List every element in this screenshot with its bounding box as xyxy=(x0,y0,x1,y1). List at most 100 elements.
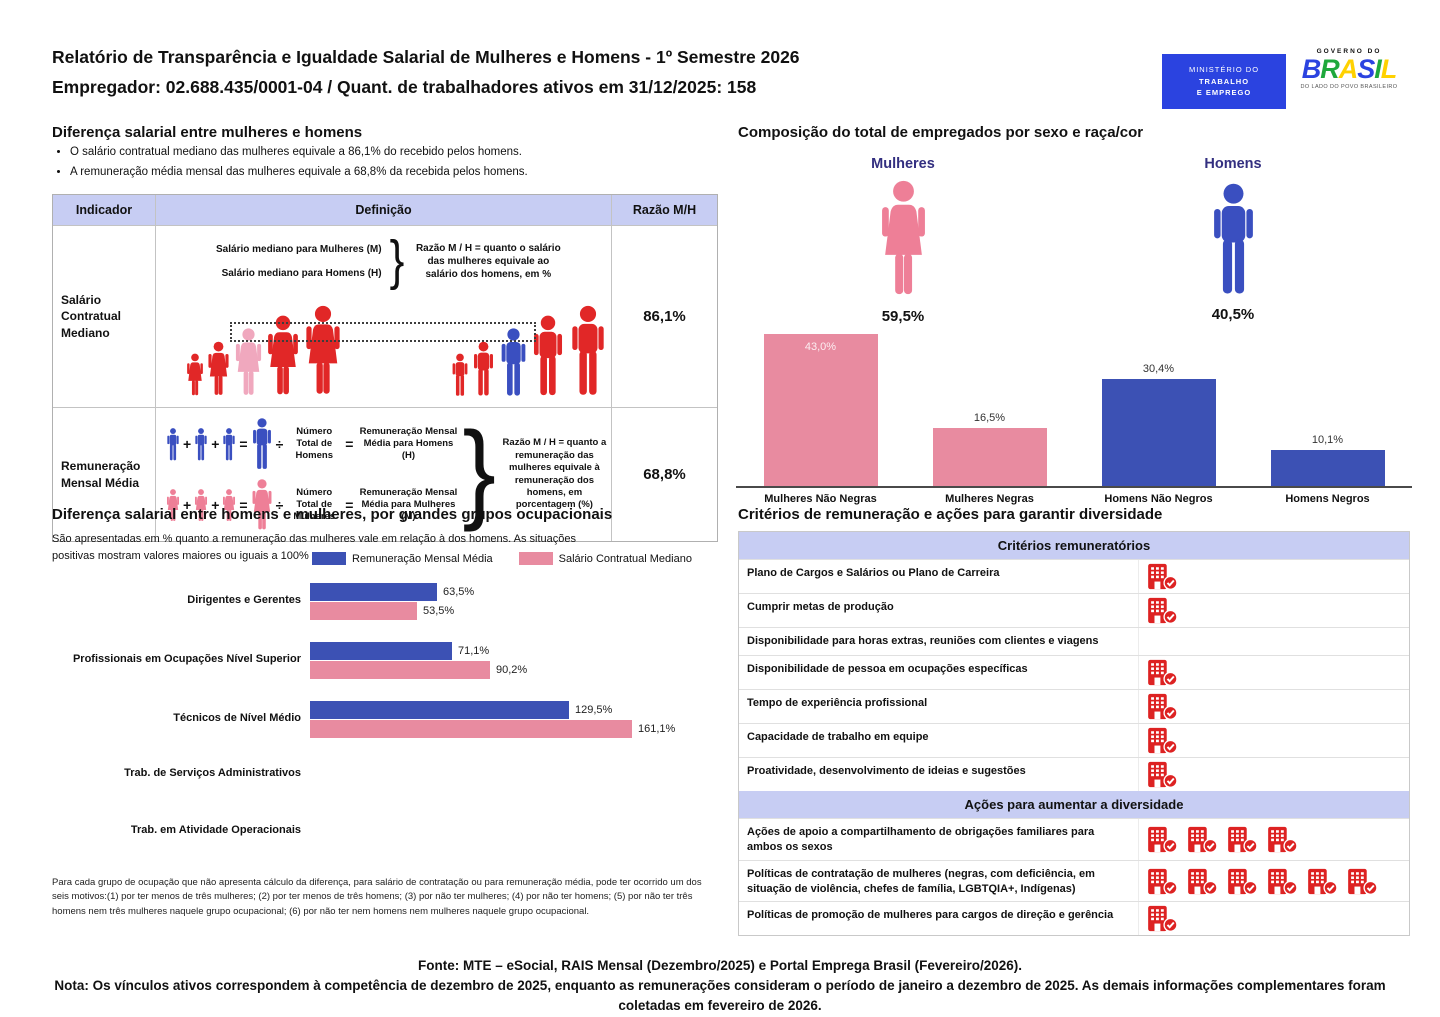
criteria-row-icons xyxy=(1139,628,1409,655)
men-average-formula: + + = ÷ Número Total de Homens = Remuner… xyxy=(166,418,460,470)
brasil-letter: R xyxy=(1320,54,1339,84)
building-check-icon xyxy=(1347,867,1378,895)
median-definition-cell: Salário mediano para Mulheres (M) Salári… xyxy=(155,226,611,407)
bar-value-label: 10,1% xyxy=(1311,434,1344,446)
man-icon xyxy=(533,315,563,396)
legend-item: Salário Contratual Mediano xyxy=(518,552,692,565)
criteria-row-label: Políticas de contratação de mulheres (ne… xyxy=(739,860,1139,902)
bar: 43,0% xyxy=(763,334,878,486)
bar-row: 71,1% xyxy=(310,641,702,660)
criteria-row: Tempo de experiência profissional xyxy=(739,689,1409,723)
men-result-label: Remuneração Mensal Média para Homens (H) xyxy=(359,426,458,461)
legend-swatch xyxy=(312,552,346,565)
criteria-row-label: Políticas de promoção de mulheres para c… xyxy=(739,902,1139,936)
men-divisor-label: Número Total de Homens xyxy=(295,426,333,461)
occupation-footnote: Para cada grupo de ocupação que não apre… xyxy=(52,877,702,917)
composition-x-labels: Mulheres Não Negras Mulheres Negras Homens… xyxy=(736,493,1412,505)
divide-sign: ÷ xyxy=(275,436,284,452)
building-check-icon xyxy=(1267,825,1298,853)
brace-glyph: } xyxy=(462,408,496,533)
building-check-icon xyxy=(1147,563,1178,590)
bar-value-label: 63,5% xyxy=(443,585,475,598)
brasil-slogan: DO LADO DO POVO BRASILEIRO xyxy=(1300,84,1398,91)
occupation-chart-title: Diferença salarial entre homens e mulher… xyxy=(52,506,613,523)
building-check-icon xyxy=(1147,761,1178,788)
bar xyxy=(310,660,490,679)
criteria-row-icons xyxy=(1139,861,1409,902)
occupation-chart-subtitle: São apresentadas em % quanto a remuneraç… xyxy=(52,533,577,563)
divide-sign: ÷ xyxy=(275,497,284,513)
criteria-row-icons xyxy=(1139,758,1409,791)
criteria-row: Disponibilidade para horas extras, reuni… xyxy=(739,627,1409,655)
women-total-block: Mulheres 59,5% xyxy=(818,156,988,325)
average-ratio-value: 68,8% xyxy=(611,408,717,541)
plus-sign: + xyxy=(183,497,192,513)
bar xyxy=(1101,379,1216,486)
plus-sign: + xyxy=(211,497,220,513)
bar-column: 43,0% xyxy=(745,334,897,486)
median-men-line: Salário mediano para Homens (H) xyxy=(221,267,382,279)
legend-label: Salário Contratual Mediano xyxy=(558,552,692,565)
woman-icon-large xyxy=(881,180,925,295)
men-label: Homens xyxy=(1204,156,1262,172)
table-row-average-pay: Remuneração Mensal Média + + = ÷ xyxy=(53,407,717,541)
criteria-row: Disponibilidade de pessoa em ocupações e… xyxy=(739,655,1409,689)
criteria-row-label: Proatividade, desenvolvimento de ideias … xyxy=(739,758,1139,791)
criteria-row-label: Ações de apoio a compartilhamento de obr… xyxy=(739,819,1139,860)
bar-row: 129,5% xyxy=(310,700,702,719)
occupation-bar-chart: Dirigentes e Gerentes 63,5% 53,5% Profissio… xyxy=(52,582,702,873)
man-icon-large xyxy=(251,418,273,470)
table-row-median-salary: Salário Contratual Mediano Salário media… xyxy=(53,225,717,407)
occupation-group: Técnicos de Nível Médio 129,5% 161,1% xyxy=(52,700,702,738)
bar-value-label: 16,5% xyxy=(973,412,1006,424)
criteria-row-icons xyxy=(1139,656,1409,689)
report-footer: Fonte: MTE – eSocial, RAIS Mensal (Dezem… xyxy=(0,958,1440,1015)
bar-row: 161,1% xyxy=(310,719,702,738)
brasil-letter: I xyxy=(1374,54,1381,84)
report-title: Relatório de Transparência e Igualdade S… xyxy=(52,47,800,67)
col-definicao: Definição xyxy=(155,195,611,225)
building-check-icon xyxy=(1187,825,1218,853)
criteria-row-icons xyxy=(1139,594,1409,627)
median-ratio-note: Razão M / H = quanto o salário das mulhe… xyxy=(415,242,561,280)
occupation-category-label: Trab. de Serviços Administrativos xyxy=(124,767,301,780)
bar-column: 16,5% xyxy=(914,412,1066,486)
bar xyxy=(310,700,569,719)
average-ratio-note: Razão M / H = quanto a remuneração das m… xyxy=(502,437,607,511)
bar-row: 90,2% xyxy=(310,660,702,679)
brasil-letter: L xyxy=(1380,54,1397,84)
bar xyxy=(310,641,452,660)
man-icon xyxy=(166,428,180,461)
equals-sign: = xyxy=(345,497,354,513)
criteria-table: Critérios remuneratórios Plano de Cargos … xyxy=(738,531,1410,937)
bullet-median-salary: O salário contratual mediano das mulhere… xyxy=(70,146,676,158)
criteria-row: Proatividade, desenvolvimento de ideias … xyxy=(739,757,1409,791)
equals-sign: = xyxy=(239,497,248,513)
brasil-wordmark: BRASIL xyxy=(1292,55,1406,83)
median-definition-text: Salário mediano para Mulheres (M) Salári… xyxy=(216,230,564,291)
composition-bar-chart: 43,0% 16,5% 30,4% 10,1% Mulheres Não Negras… xyxy=(736,330,1412,505)
woman-icon xyxy=(208,341,229,395)
building-check-icon xyxy=(1147,867,1178,895)
building-check-icon xyxy=(1227,825,1258,853)
criteria-row-icons xyxy=(1139,690,1409,723)
ministerio-trabalho-logo: MINISTÉRIO DO TRABALHO E EMPREGO xyxy=(1162,54,1286,109)
criteria-row: Políticas de promoção de mulheres para c… xyxy=(739,901,1409,936)
bar-category-label: Homens Não Negros xyxy=(1104,493,1213,505)
women-result-label: Remuneração Mensal Média para Mulheres (… xyxy=(359,487,458,522)
occupation-group-bars: 63,5% 53,5% xyxy=(310,582,702,620)
bar xyxy=(1270,450,1385,486)
occupation-group: Profissionais em Ocupações Nível Superio… xyxy=(52,641,702,679)
women-label: Mulheres xyxy=(871,156,935,172)
indicator-table: Indicador Definição Razão M/H Salário Co… xyxy=(52,194,718,542)
criteria-row: Ações de apoio a compartilhamento de obr… xyxy=(739,818,1409,860)
mte-logo-line2: TRABALHO xyxy=(1198,76,1250,86)
occupation-legend: Remuneração Mensal Média Salário Contratu… xyxy=(312,552,692,565)
bullet-average-pay: A remuneração média mensal das mulheres … xyxy=(70,166,676,178)
bar xyxy=(932,428,1047,486)
criteria-row-icons xyxy=(1139,902,1409,935)
building-check-icon xyxy=(1147,659,1178,686)
building-check-icon xyxy=(1147,905,1178,933)
criteria-row: Plano de Cargos e Salários ou Plano de C… xyxy=(739,559,1409,593)
occupation-group: Trab. de Serviços Administrativos xyxy=(52,759,702,789)
